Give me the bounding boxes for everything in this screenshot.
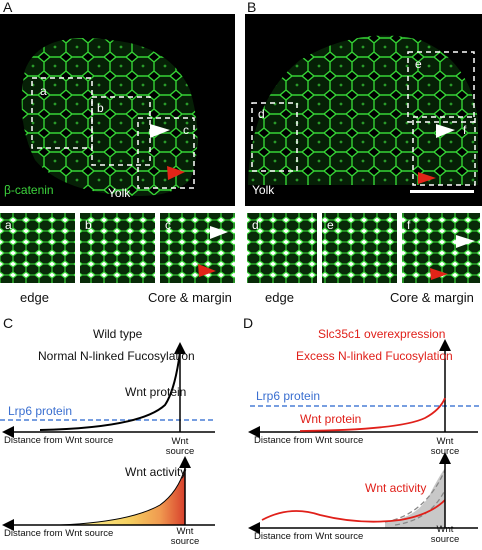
source-label: Wnt source: [170, 526, 200, 548]
curve-label: Wnt activity: [365, 481, 427, 495]
box-label: a: [40, 84, 47, 98]
graph-c-top: [0, 342, 215, 438]
caption: edge: [265, 290, 294, 305]
yolk-label: Yolk: [252, 183, 275, 197]
graph-d-bottom: [248, 452, 478, 534]
x-axis-label: Distance from Wnt source: [254, 435, 364, 446]
source-label: Wnt source: [430, 436, 460, 458]
insets: [0, 213, 480, 283]
box-label: d: [258, 107, 265, 121]
title: Slc35c1 overexpression: [318, 327, 446, 341]
inset-label: a: [5, 218, 12, 232]
caption: Core & margin: [390, 290, 474, 305]
curve-label: Wnt protein: [125, 385, 187, 399]
inset-label: e: [327, 218, 334, 232]
box-label: e: [415, 57, 422, 71]
inset-label: d: [252, 218, 259, 232]
yolk-label: Yolk: [108, 186, 131, 200]
panel-label: D: [243, 315, 254, 331]
inset-label: c: [165, 218, 171, 232]
receptor-label: Lrp6 protein: [8, 404, 73, 418]
graph-c-bottom: [2, 456, 215, 531]
caption: edge: [20, 290, 49, 305]
box-label: c: [183, 123, 189, 137]
panel-label: C: [3, 315, 14, 331]
x-axis-label: Distance from Wnt source: [4, 528, 114, 539]
panel-label: B: [247, 0, 257, 15]
box-label: b: [97, 101, 104, 115]
subtitle: Excess N-linked Fucosylation: [296, 349, 453, 363]
micrograph-a: [0, 14, 235, 206]
inset-label: b: [85, 218, 92, 232]
caption: Core & margin: [148, 290, 232, 305]
inset-label: f: [407, 218, 411, 232]
graph-d-top: [248, 339, 480, 438]
curve-label: Wnt activity: [125, 465, 187, 479]
subtitle: Normal N-linked Fucosylation: [38, 349, 195, 363]
x-axis-label: Distance from Wnt source: [254, 531, 364, 542]
x-axis-label: Distance from Wnt source: [4, 435, 114, 446]
box-label: f: [463, 123, 467, 137]
source-label: Wnt source: [165, 436, 195, 458]
receptor-label: Lrp6 protein: [256, 389, 321, 403]
stain-label: β-catenin: [4, 183, 54, 197]
title: Wild type: [93, 327, 143, 341]
source-label: Wnt source: [430, 524, 460, 546]
panel-label: A: [3, 0, 13, 15]
curve-label: Wnt protein: [300, 412, 362, 426]
micrograph-b: [245, 14, 482, 206]
